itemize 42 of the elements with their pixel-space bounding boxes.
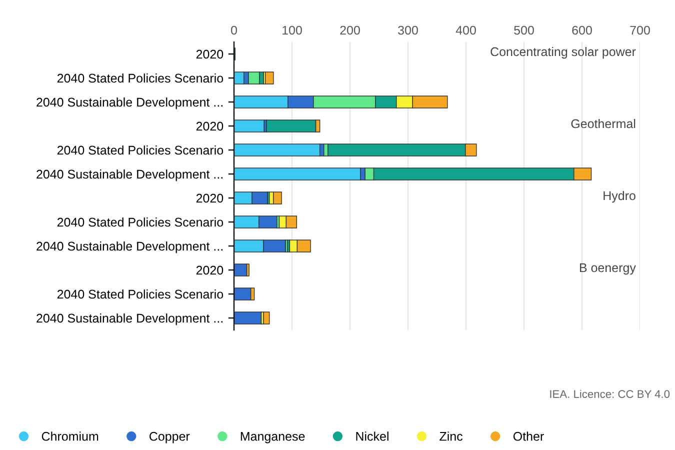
bar bbox=[234, 120, 265, 132]
legend-label: Other bbox=[513, 432, 544, 441]
bar bbox=[234, 144, 320, 156]
annotation: Hydro bbox=[604, 190, 636, 203]
y-tick-label: 2020 bbox=[196, 50, 224, 59]
y-tick-label: 2020 bbox=[196, 194, 224, 203]
x-tick-label: 200 bbox=[340, 26, 360, 35]
text: IEA. Licence: CC BY 4.0 bbox=[550, 390, 670, 398]
y-tick-label: 2040 Stated Policies Scenario bbox=[57, 217, 224, 227]
bar bbox=[234, 72, 244, 84]
annotation: Geothermal bbox=[571, 118, 636, 128]
x-tick-label: 100 bbox=[282, 26, 302, 35]
legend-label: Nickel bbox=[356, 432, 388, 441]
legend-label: Zinc bbox=[440, 432, 463, 441]
y-tick-label: 2040 Stated Policies Scenario bbox=[57, 145, 224, 155]
y-tick-label: 2040 Sustainable Development ... bbox=[36, 241, 222, 254]
x-tick-label: 0 bbox=[231, 26, 237, 35]
legend-label: Manganese bbox=[240, 432, 305, 444]
bar bbox=[234, 312, 262, 324]
y-tick-label: 2040 Sustainable Development ... bbox=[36, 97, 222, 110]
y-tick-label: 2040 Stated Policies Scenario bbox=[57, 73, 224, 83]
bar bbox=[263, 312, 270, 324]
x-tick-label: 400 bbox=[456, 26, 476, 35]
y-tick-label: 2040 Stated Policies Scenario bbox=[57, 289, 224, 299]
y-tick-label: 2040 Sustainable Development ... bbox=[36, 313, 222, 326]
annotation: Concentrating solar power bbox=[490, 46, 636, 59]
x-tick-label: 500 bbox=[514, 26, 534, 35]
bar bbox=[264, 72, 274, 84]
x-tick-label: 700 bbox=[630, 26, 650, 35]
bar bbox=[273, 192, 282, 204]
y-tick-label: 2040 Sustainable Development ... bbox=[36, 169, 222, 182]
bar bbox=[234, 264, 248, 276]
bar bbox=[234, 168, 361, 180]
x-tick-label: 300 bbox=[398, 26, 418, 35]
y-tick-label: 2020 bbox=[196, 266, 224, 275]
y-tick-label: 2020 bbox=[196, 122, 224, 131]
legend-label: Copper bbox=[150, 432, 190, 444]
bar bbox=[266, 120, 316, 132]
x-tick-label: 600 bbox=[572, 26, 592, 35]
annotation: B oenergy bbox=[580, 263, 636, 275]
legend-label: Chromium bbox=[42, 432, 98, 441]
bar bbox=[234, 288, 252, 300]
